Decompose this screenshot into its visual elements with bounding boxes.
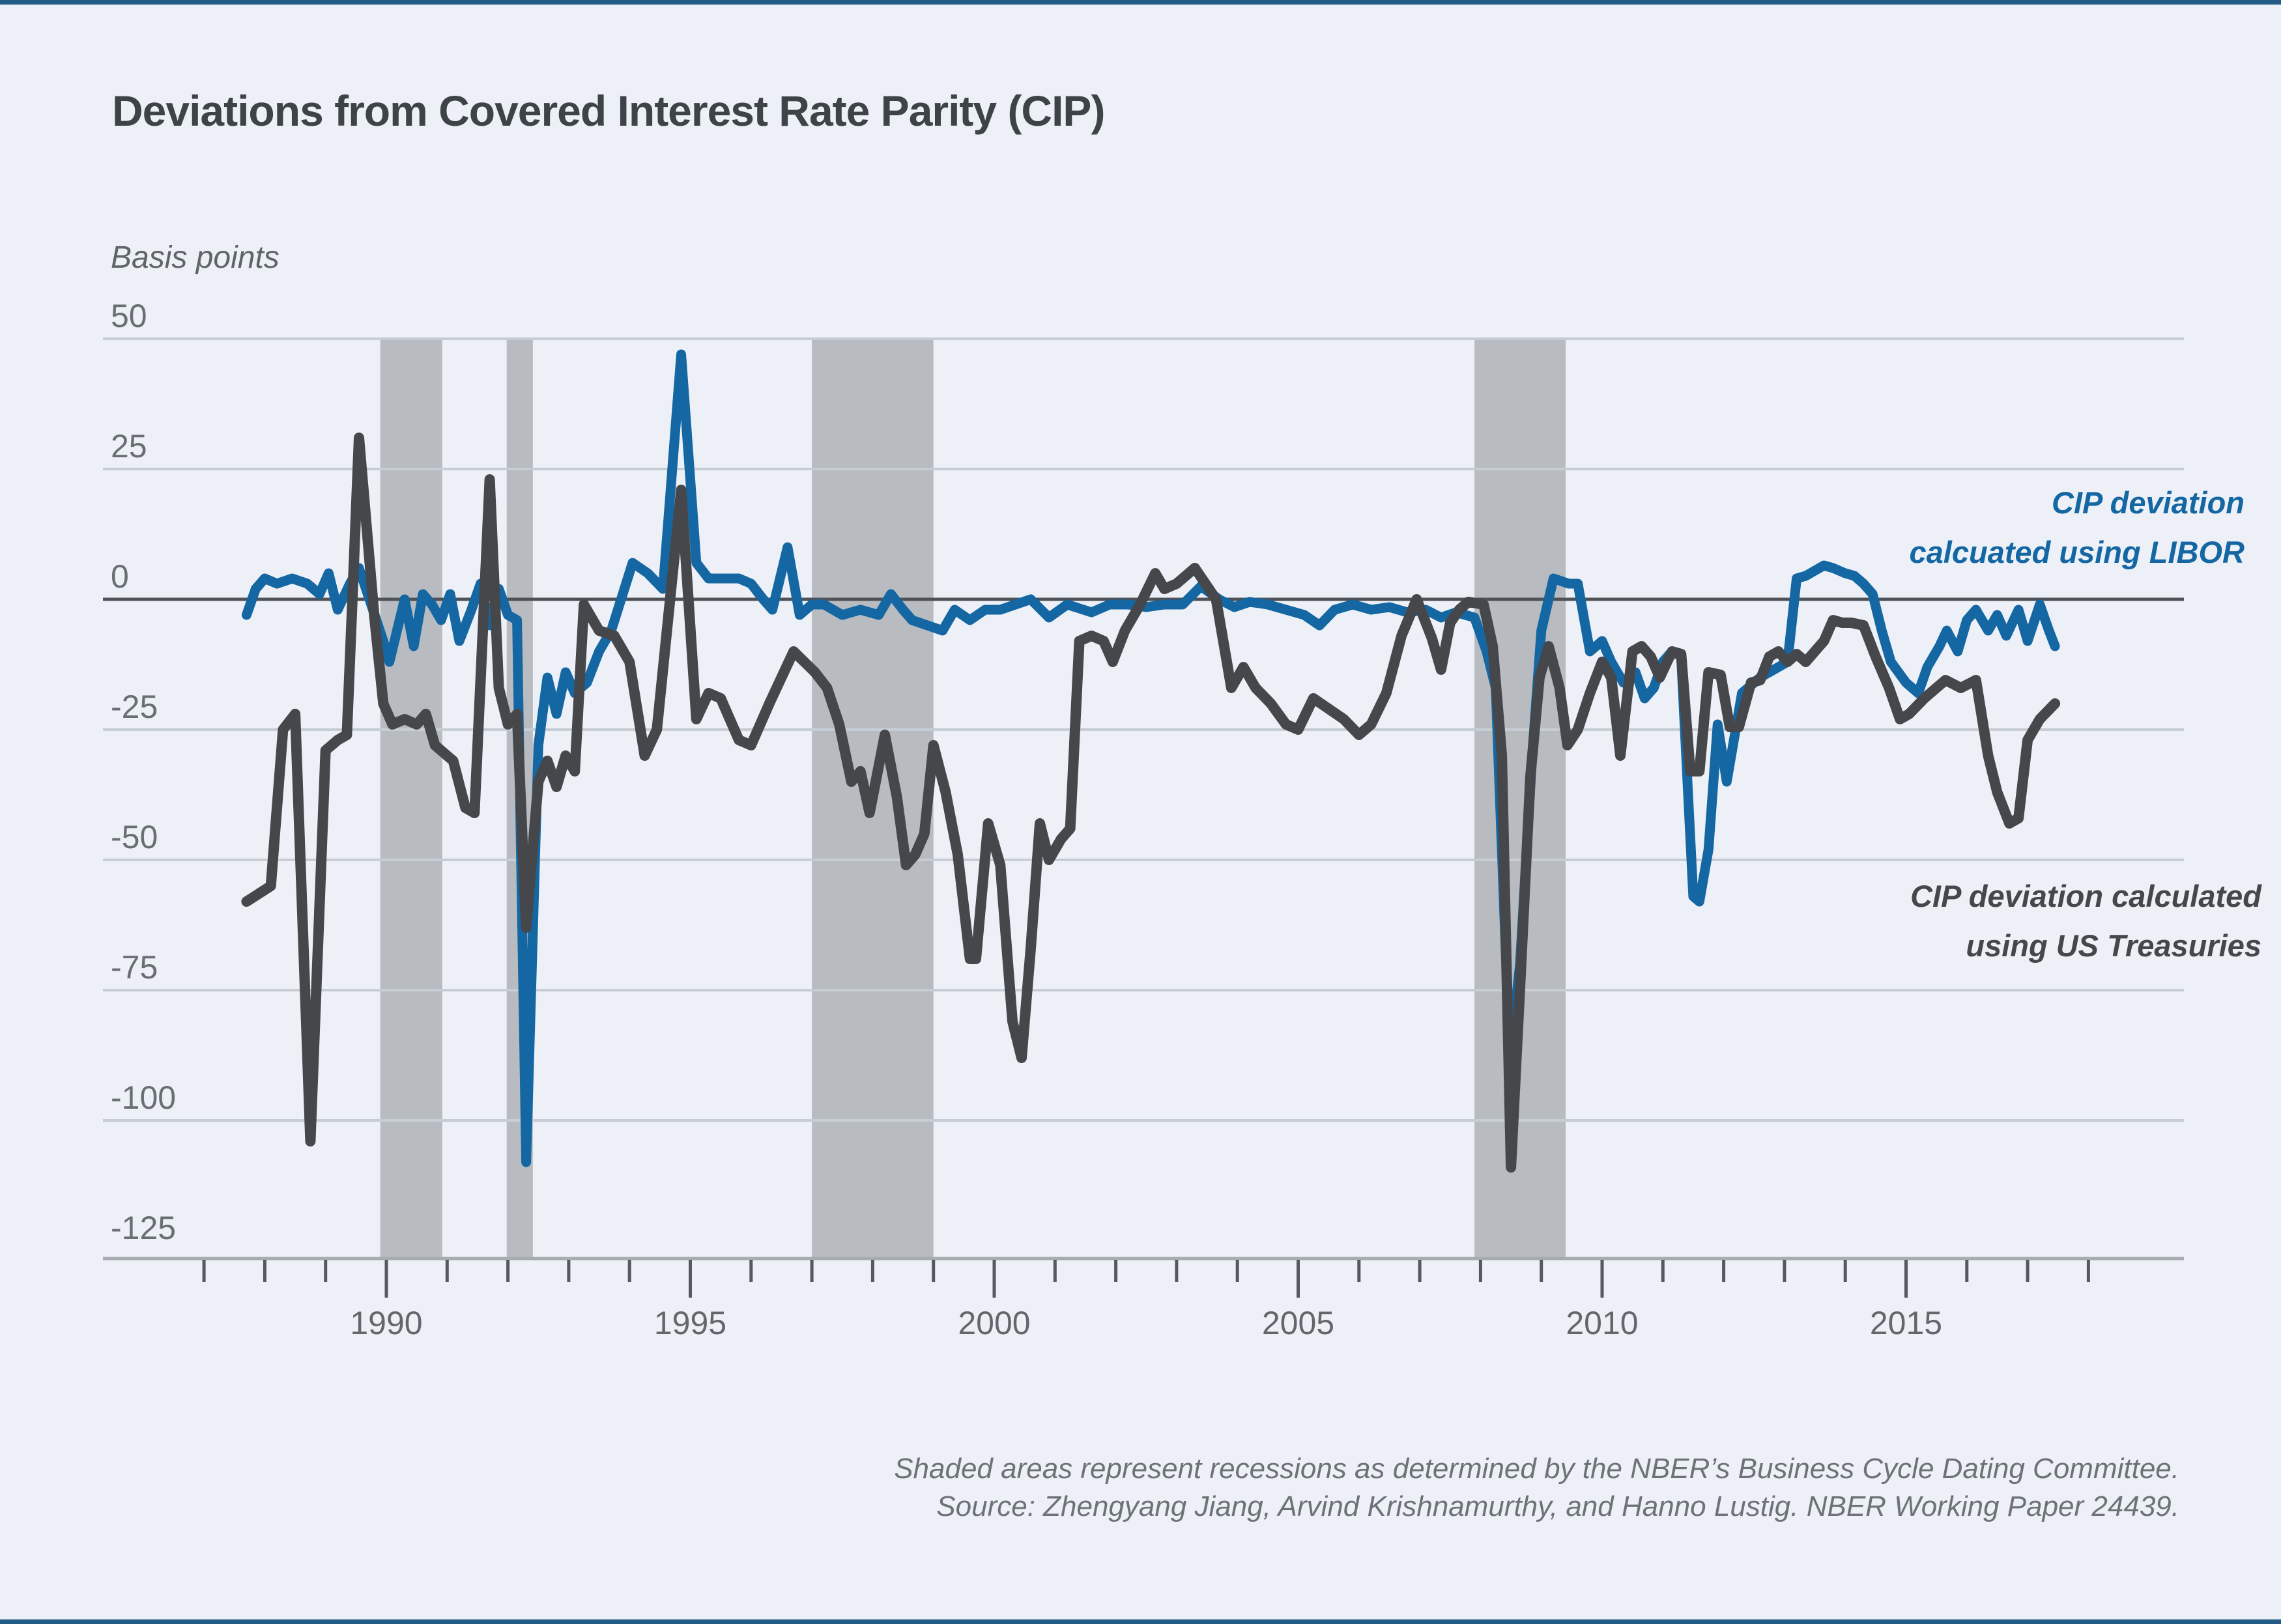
footnote: Shaded areas represent recessions as det… — [894, 1450, 2179, 1526]
y-tick-label: -75 — [111, 949, 158, 986]
recession-band — [1474, 339, 1566, 1259]
y-tick-label: 0 — [111, 558, 129, 595]
x-tick-label: 2005 — [1261, 1305, 1335, 1341]
page-title: Deviations from Covered Interest Rate Pa… — [112, 87, 1105, 135]
legend-libor-line1: CIP deviation — [2052, 485, 2245, 520]
treasury-line — [241, 433, 2061, 1173]
legend-treasury-line1: CIP deviation calculated — [1910, 879, 2261, 913]
legend-treasury-line2: using US Treasuries — [1966, 928, 2261, 963]
recession-band — [380, 339, 442, 1259]
x-tick-label: 2015 — [1869, 1305, 1943, 1341]
y-tick-label: 50 — [111, 298, 147, 334]
legend-libor: CIP deviation calcuated using LIBOR — [1910, 478, 2245, 577]
y-tick-label: -100 — [111, 1079, 177, 1116]
x-tick-label: 2000 — [958, 1305, 1031, 1341]
legend-libor-line2: calcuated using LIBOR — [1909, 535, 2245, 570]
y-tick-label: 25 — [111, 428, 147, 464]
legend-treasury: CIP deviation calculated using US Treasu… — [1910, 872, 2261, 971]
y-axis-unit-label: Basis points — [111, 240, 280, 275]
y-tick-label: -50 — [111, 819, 158, 855]
y-tick-label: -25 — [111, 689, 158, 725]
x-tick-label: 1995 — [653, 1305, 727, 1341]
footnote-line2: Source: Zhengyang Jiang, Arvind Krishnam… — [936, 1490, 2179, 1523]
x-tick-label: 1990 — [350, 1305, 423, 1341]
x-tick-label: 2010 — [1566, 1305, 1639, 1341]
footnote-line1: Shaded areas represent recessions as det… — [894, 1453, 2179, 1485]
bottom-accent-bar — [0, 1619, 2281, 1624]
y-tick-label: -125 — [111, 1210, 177, 1246]
top-accent-bar — [0, 0, 2281, 5]
